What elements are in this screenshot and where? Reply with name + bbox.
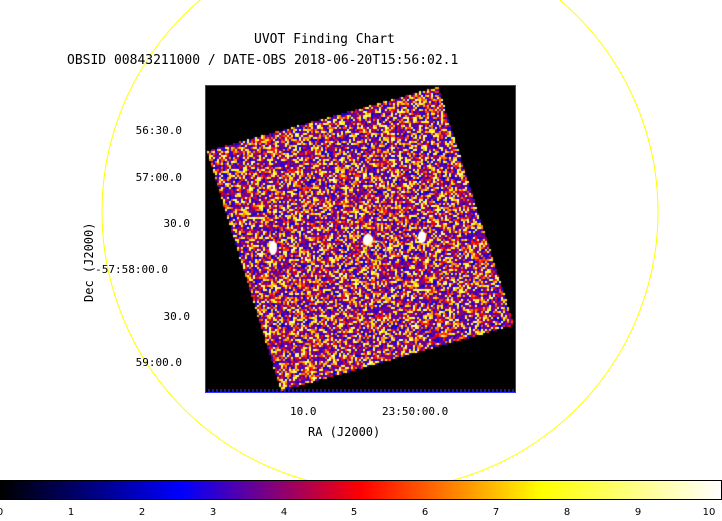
y-tick-label: 59:00.0 xyxy=(135,356,182,369)
y-tick-label: 56:30.0 xyxy=(135,124,182,137)
y-tick-label: 30.0 xyxy=(163,217,191,230)
colorbar-tick-label: 0 xyxy=(0,507,3,518)
colorbar-tick-label: 1 xyxy=(67,507,75,518)
chart-subtitle: OBSID 00843211000 / DATE-OBS 2018-06-20T… xyxy=(67,53,459,68)
colorbar-tick-label: 7 xyxy=(492,507,500,518)
colorbar-tick-label: 9 xyxy=(634,507,642,518)
y-tick-label: 30.0 xyxy=(163,310,191,323)
chart-title: UVOT Finding Chart xyxy=(254,32,395,47)
colorbar xyxy=(0,480,722,500)
y-tick-label: -57:58:00.0 xyxy=(95,263,168,276)
field-of-view-circle xyxy=(101,0,659,480)
colorbar-tick-label: 4 xyxy=(280,507,288,518)
y-tick-label: 57:00.0 xyxy=(135,171,182,184)
sky-image-canvas xyxy=(205,85,516,393)
x-tick-label: 10.0 xyxy=(290,405,317,418)
colorbar-tick-label: 3 xyxy=(209,507,217,518)
colorbar-tick-label: 6 xyxy=(421,507,429,518)
x-axis-label: RA (J2000) xyxy=(308,425,381,439)
y-axis-label: Dec (J2000) xyxy=(82,222,96,302)
x-tick-label: 23:50:00.0 xyxy=(382,405,449,418)
colorbar-tick-label: 2 xyxy=(138,507,146,518)
colorbar-tick-label: 10 xyxy=(702,507,716,518)
finding-chart-image[interactable] xyxy=(205,85,516,393)
colorbar-tick-label: 8 xyxy=(563,507,571,518)
colorbar-tick-label: 5 xyxy=(350,507,358,518)
